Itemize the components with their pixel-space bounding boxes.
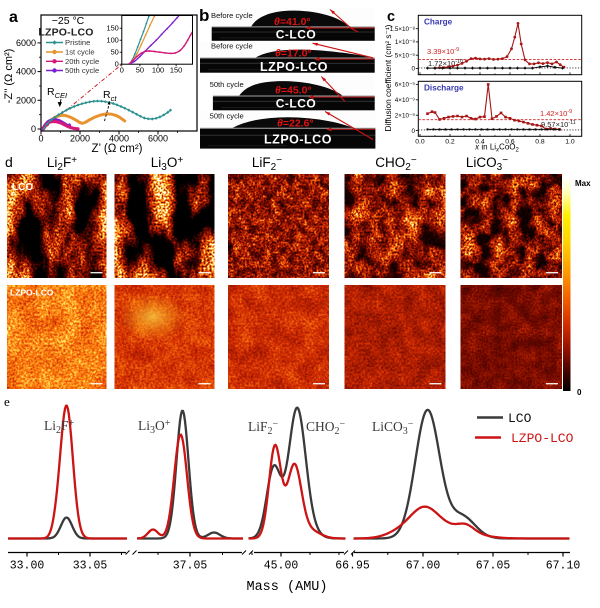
svg-text:x in LixCoO2: x in LixCoO2 (474, 143, 519, 154)
svg-text:33.00: 33.00 (10, 560, 45, 573)
svg-text:20th cycle: 20th cycle (65, 57, 99, 66)
svg-text:LZPO-LCO: LZPO-LCO (38, 27, 93, 39)
svg-text:2×10⁻⁹: 2×10⁻⁹ (395, 112, 416, 119)
svg-text:6×10⁻⁹: 6×10⁻⁹ (395, 82, 416, 89)
svg-text:Discharge: Discharge (424, 84, 464, 93)
svg-text:Mass (AMU): Mass (AMU) (246, 580, 327, 595)
svg-text:1.72×10-10: 1.72×10-10 (428, 59, 463, 68)
svg-text:−25 °C: −25 °C (52, 15, 85, 27)
svg-text:0: 0 (38, 134, 43, 144)
svg-text:4000: 4000 (16, 67, 36, 77)
svg-text:100: 100 (152, 66, 164, 75)
svg-text:c: c (387, 9, 395, 25)
svg-text:0: 0 (411, 128, 415, 135)
svg-text:0.8: 0.8 (535, 139, 545, 146)
svg-text:5×10⁻⁹: 5×10⁻⁹ (395, 52, 416, 59)
svg-text:Max: Max (575, 179, 591, 188)
svg-text:LCO: LCO (508, 411, 532, 426)
svg-text:1.0: 1.0 (565, 139, 575, 146)
svg-text:37.05: 37.05 (173, 560, 208, 573)
svg-text:9.57×10-11: 9.57×10-11 (541, 120, 576, 129)
svg-text:Before cycle: Before cycle (211, 11, 253, 20)
svg-text:Charge: Charge (424, 18, 453, 27)
svg-text:Before cycle: Before cycle (211, 42, 253, 51)
svg-text:θ=45.0°: θ=45.0° (275, 85, 312, 97)
svg-text:2000: 2000 (16, 95, 36, 105)
svg-text:1.5×10⁻⁸: 1.5×10⁻⁸ (390, 26, 416, 33)
svg-text:0.2: 0.2 (445, 139, 455, 146)
svg-text:1.42×10-9: 1.42×10-9 (540, 109, 572, 118)
svg-text:0: 0 (120, 66, 124, 75)
svg-text:50th cycle: 50th cycle (65, 66, 99, 75)
svg-text:66.95: 66.95 (335, 560, 370, 573)
svg-text:-Z’’ (Ω cm²): -Z’’ (Ω cm²) (3, 49, 15, 104)
svg-text:LZPO-LCO: LZPO-LCO (260, 60, 328, 74)
svg-text:C-LCO: C-LCO (276, 27, 317, 41)
svg-text:a: a (9, 9, 18, 26)
svg-text:LCO: LCO (12, 182, 33, 193)
svg-text:67.00: 67.00 (406, 560, 441, 573)
svg-text:b: b (199, 6, 209, 25)
svg-text:Pristine: Pristine (65, 38, 90, 47)
svg-text:0: 0 (31, 124, 36, 134)
svg-text:θ=17.0°: θ=17.0° (275, 48, 312, 60)
svg-text:e: e (4, 394, 10, 409)
svg-text:LZPO-LCO: LZPO-LCO (264, 132, 332, 146)
svg-text:Li2F+: Li2F+ (47, 155, 77, 173)
svg-text:0.6: 0.6 (505, 139, 515, 146)
svg-text:45.00: 45.00 (264, 560, 299, 573)
svg-text:0.0: 0.0 (415, 139, 425, 146)
svg-text:50: 50 (111, 48, 119, 57)
svg-text:θ=22.6°: θ=22.6° (277, 117, 314, 129)
svg-text:100: 100 (106, 36, 118, 45)
svg-text:1st cycle: 1st cycle (65, 48, 95, 57)
svg-text:Li2F+: Li2F+ (44, 418, 75, 436)
svg-text:Diffusion coefficient (cm² s⁻¹: Diffusion coefficient (cm² s⁻¹) (383, 24, 393, 131)
svg-text:6000: 6000 (16, 38, 36, 48)
svg-text:d: d (5, 154, 13, 170)
svg-text:50th cycle: 50th cycle (210, 112, 244, 121)
svg-text:2000: 2000 (70, 134, 90, 144)
svg-text:33.05: 33.05 (73, 560, 108, 573)
svg-text:LZPO-LCO: LZPO-LCO (10, 288, 54, 298)
svg-text:67.10: 67.10 (546, 560, 581, 573)
svg-text:θ=41.0°: θ=41.0° (274, 16, 311, 28)
svg-text:4×10⁻⁹: 4×10⁻⁹ (395, 97, 416, 104)
svg-text:LZPO-LCO: LZPO-LCO (511, 431, 574, 446)
svg-text:0: 0 (577, 388, 582, 397)
svg-text:C-LCO: C-LCO (276, 97, 317, 111)
svg-text:Li3O+: Li3O+ (138, 418, 171, 436)
svg-text:0: 0 (115, 60, 119, 69)
svg-text:150: 150 (106, 24, 118, 33)
svg-text:0: 0 (411, 66, 415, 73)
svg-text:1×10⁻⁸: 1×10⁻⁸ (395, 39, 416, 46)
svg-text:50th cycle: 50th cycle (210, 80, 244, 89)
svg-text:Z’ (Ω cm²): Z’ (Ω cm²) (92, 143, 143, 155)
svg-text:Li3O+: Li3O+ (151, 155, 184, 173)
svg-text:67.05: 67.05 (476, 560, 511, 573)
svg-text:150: 150 (170, 66, 182, 75)
svg-text:0.4: 0.4 (475, 139, 485, 146)
svg-text:3.39×10-9: 3.39×10-9 (427, 47, 459, 56)
svg-text:4000: 4000 (109, 134, 129, 144)
svg-text:50: 50 (136, 66, 144, 75)
svg-text:6000: 6000 (148, 134, 168, 144)
